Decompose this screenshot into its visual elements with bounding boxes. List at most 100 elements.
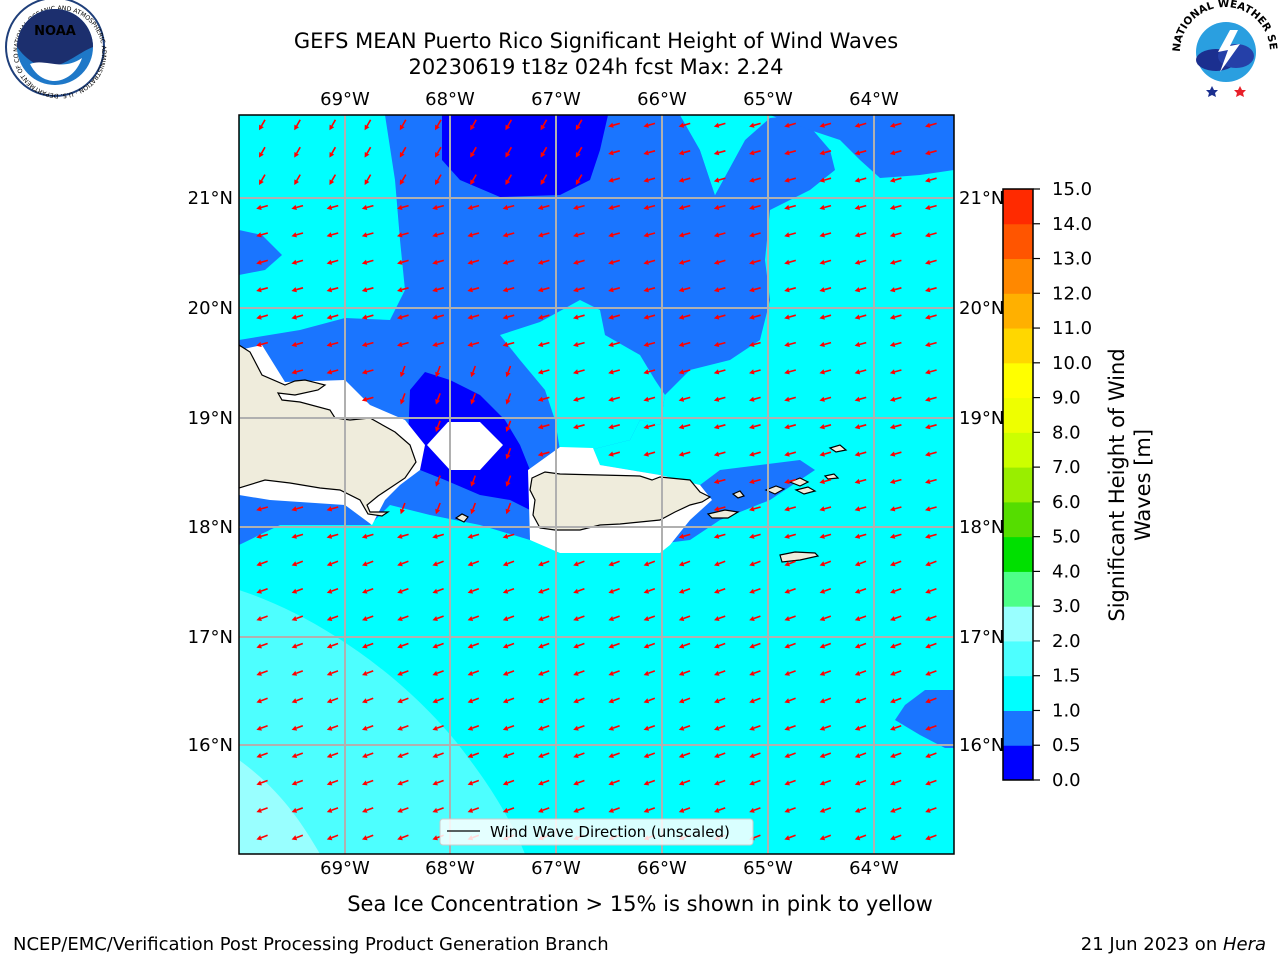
wind-wave-arrow <box>537 287 550 293</box>
wind-wave-arrow <box>505 146 513 158</box>
wind-wave-arrow <box>291 369 304 375</box>
colorbar-swatch <box>1003 536 1033 572</box>
wind-wave-arrow <box>713 259 726 265</box>
wind-wave-arrow <box>749 642 761 649</box>
wind-wave-arrow <box>505 420 512 432</box>
lon-label-top: 67°W <box>531 89 581 110</box>
wind-wave-arrow <box>643 642 656 649</box>
wind-wave-arrow <box>854 807 867 813</box>
wind-wave-arrow <box>749 697 761 704</box>
colorbar-tick-label: 13.0 <box>1052 249 1092 270</box>
lon-label-top: 68°W <box>425 89 475 110</box>
wind-wave-arrow <box>608 451 621 457</box>
wind-wave-arrow <box>819 287 832 293</box>
wind-wave-arrow <box>713 506 726 512</box>
colorbar-swatch <box>1003 710 1033 746</box>
wind-wave-arrow <box>326 259 339 265</box>
wind-wave-arrow <box>505 447 512 460</box>
wind-wave-arrow <box>608 642 620 649</box>
wind-wave-arrow <box>467 642 480 649</box>
land-anegada <box>823 473 840 480</box>
wind-wave-arrow <box>784 807 796 813</box>
colorbar-tick-label: 6.0 <box>1052 492 1081 513</box>
wind-wave-arrow <box>573 259 585 265</box>
colorbar-tick-label: 4.0 <box>1052 561 1081 582</box>
land-virgin-islands-3 <box>794 486 817 495</box>
wind-wave-arrow <box>294 119 301 131</box>
wind-wave-arrow <box>326 615 339 621</box>
wind-wave-arrow <box>819 642 832 649</box>
wind-wave-arrow <box>432 724 444 731</box>
wind-wave-arrow <box>749 752 761 758</box>
wind-wave-arrow <box>784 424 797 430</box>
wind-wave-arrow <box>643 807 656 813</box>
wind-wave-arrow <box>397 779 409 786</box>
wind-wave-arrow <box>432 560 444 567</box>
wind-wave-arrow <box>326 204 339 210</box>
wind-wave-arrow <box>467 287 480 293</box>
wind-wave-arrow <box>291 506 304 512</box>
run-date: 21 Jun 2023 on <box>1081 934 1223 955</box>
wind-wave-arrow <box>890 642 902 649</box>
wind-wave-arrow <box>573 724 585 731</box>
wind-wave-arrow <box>925 177 937 183</box>
wind-wave-arrow <box>889 478 902 484</box>
wind-wave-arrow <box>819 670 832 676</box>
wind-wave-arrow <box>435 174 442 185</box>
wind-wave-arrow <box>678 314 691 320</box>
wind-wave-arrow <box>643 150 656 156</box>
wind-wave-arrow <box>819 697 832 704</box>
wind-wave-arrow <box>643 697 656 704</box>
wind-wave-arrow <box>432 204 445 210</box>
wind-wave-arrow <box>538 615 550 621</box>
wind-wave-arrow <box>397 752 409 758</box>
wind-wave-arrow <box>819 478 832 484</box>
wind-wave-arrow <box>854 697 867 704</box>
wind-wave-arrow <box>540 119 548 131</box>
wind-wave-arrow <box>291 724 304 731</box>
colorbar-tick-label: 0.0 <box>1052 770 1081 791</box>
wind-wave-arrow <box>749 506 761 512</box>
wind-wave-arrow <box>925 451 937 457</box>
wind-wave-arrow <box>467 232 480 238</box>
wind-wave-arrow <box>397 232 409 238</box>
wind-wave-arrow <box>505 174 513 185</box>
wind-wave-arrow <box>608 396 621 402</box>
wind-wave-arrow <box>749 779 761 786</box>
wind-wave-arrow <box>749 341 761 347</box>
wind-wave-arrow <box>326 314 339 320</box>
graticule <box>239 115 954 854</box>
lat-label-left: 20°N <box>188 298 233 319</box>
wind-wave-arrow <box>432 533 445 539</box>
wind-wave-arrow <box>714 670 726 676</box>
wind-wave-arrow <box>890 587 902 594</box>
wind-wave-arrow <box>925 587 937 594</box>
wind-wave-arrow <box>256 807 268 813</box>
wind-wave-arrow <box>573 369 585 375</box>
wind-wave-arrow <box>749 259 761 265</box>
wind-wave-arrow <box>467 670 480 676</box>
wind-wave-arrow <box>678 204 691 210</box>
wind-wave-arrow <box>678 642 691 649</box>
wind-wave-arrow <box>435 365 441 378</box>
wind-wave-arrow <box>329 174 337 185</box>
wind-wave-arrow <box>889 369 902 375</box>
wind-wave-arrow <box>889 506 902 512</box>
wind-wave-arrow <box>749 724 761 731</box>
wind-wave-arrow <box>537 314 550 320</box>
wind-wave-arrow <box>502 615 515 621</box>
wind-wave-arrow <box>537 204 550 210</box>
wind-wave-arrow <box>608 122 621 128</box>
wind-wave-arrow <box>573 807 585 813</box>
wind-wave-arrow <box>854 341 867 347</box>
wind-wave-arrow <box>714 587 726 594</box>
wind-wave-arrow <box>326 807 339 813</box>
wind-wave-arrow <box>575 174 583 185</box>
wind-wave-arrow <box>256 615 268 621</box>
colorbar-tick-label: 14.0 <box>1052 214 1092 235</box>
wind-wave-arrow <box>749 560 761 567</box>
wind-wave-arrow <box>925 670 937 676</box>
wave-band-0-5-to-1-ne <box>770 115 954 178</box>
wind-wave-arrow <box>256 506 269 512</box>
